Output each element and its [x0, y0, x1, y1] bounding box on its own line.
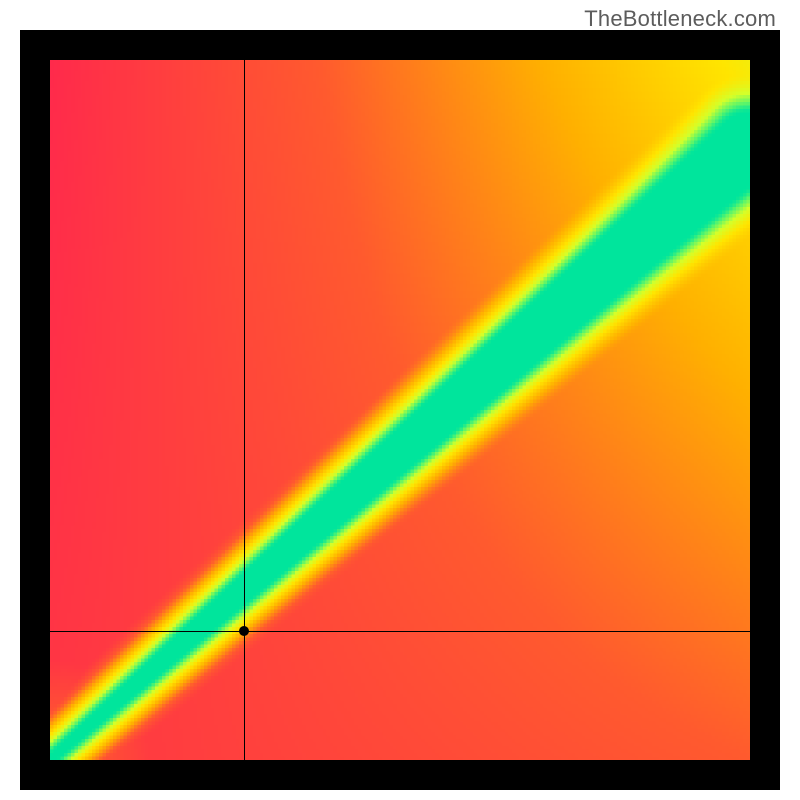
- heatmap-canvas: [50, 60, 750, 760]
- crosshair-horizontal: [50, 631, 750, 632]
- plot-frame: [20, 30, 780, 790]
- watermark-text: TheBottleneck.com: [584, 6, 776, 32]
- crosshair-vertical: [244, 60, 245, 760]
- plot-area: [50, 60, 750, 760]
- crosshair-dot: [239, 626, 249, 636]
